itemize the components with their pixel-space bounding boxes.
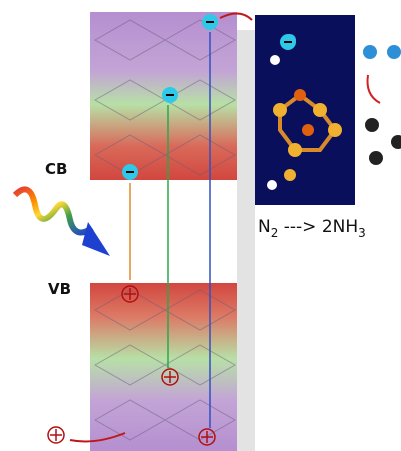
reaction-arrow: ---> 2NH [278,217,358,237]
n-atom [387,45,401,59]
n-atom [363,45,377,59]
reaction: N2 ---> 2NH3 [258,217,366,240]
reactant-subscript: 2 [271,226,279,240]
h-atom [391,135,401,149]
diagram: CB VB N2 ---> 2NH3 [0,0,401,451]
vb-label: VB [48,280,71,298]
gray-bar [237,30,255,451]
cb-label: CB [45,160,67,178]
h-atom [365,118,379,132]
light-arrow [82,222,110,256]
light-wave [15,189,92,232]
h-atom [369,151,383,165]
reactant: N [258,217,271,237]
catalyst-image [255,15,355,205]
valence-block [90,283,237,451]
product-subscript: 3 [358,226,366,240]
arrow [368,75,381,103]
